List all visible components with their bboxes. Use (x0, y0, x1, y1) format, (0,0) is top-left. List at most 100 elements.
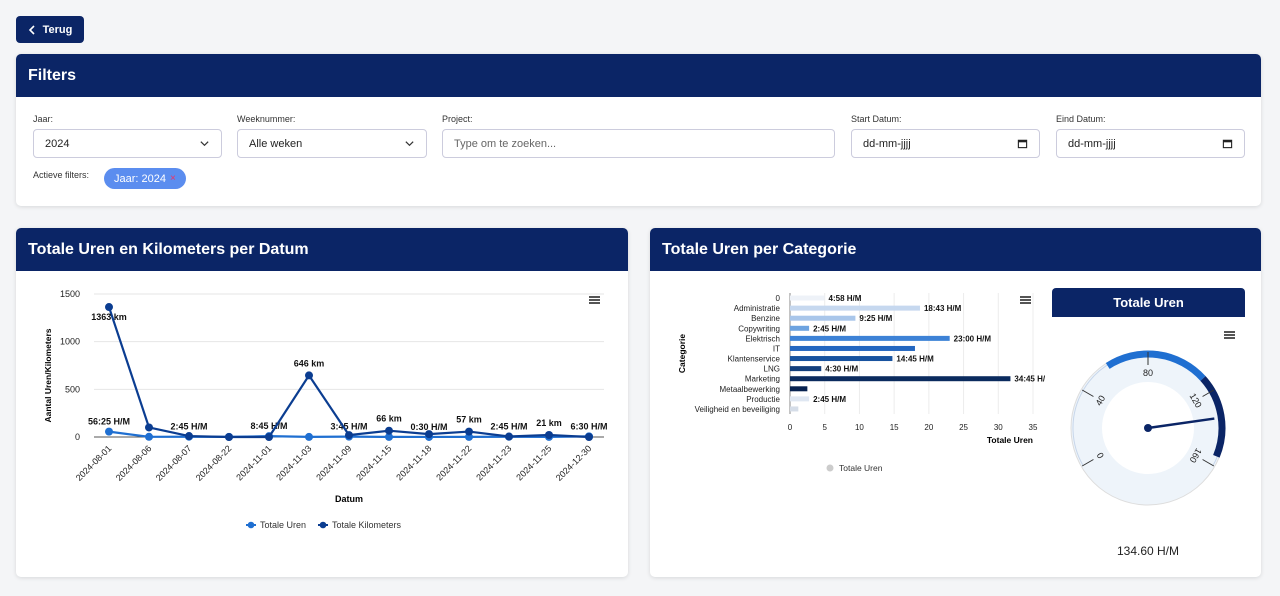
x-tick-label: 25 (959, 423, 968, 432)
chip-remove-icon[interactable]: × (169, 173, 176, 184)
data-point (145, 423, 153, 432)
year-select[interactable]: 2024 (33, 129, 222, 158)
calendar-icon[interactable] (1017, 138, 1028, 149)
x-tick-label: 2024-08-06 (114, 443, 154, 483)
gauge-tick (1081, 389, 1094, 397)
y-tick-label: Productie (746, 395, 780, 404)
legend-label: Totale Uren (839, 463, 883, 473)
x-tick-label: 2024-11-18 (394, 443, 433, 482)
project-search-input[interactable]: Type om te zoeken... (442, 129, 835, 158)
gauge-menu-icon[interactable] (1224, 331, 1235, 339)
y-tick-label: Klantenservice (728, 355, 781, 364)
end-date-input[interactable]: dd-mm-jjjj (1056, 129, 1245, 158)
week-value: Alle weken (249, 137, 303, 150)
filters-title: Filters (16, 54, 1261, 97)
chevron-left-icon (28, 24, 35, 35)
bar-chart: 0 5 10 15 20 25 30 35 0 4:58 H/M Administratie 18:4… (677, 293, 1045, 473)
bar (790, 406, 799, 412)
x-tick-label: 2024-11-22 (434, 443, 473, 482)
x-tick-label: 5 (822, 423, 827, 432)
data-point (105, 427, 113, 436)
bar (790, 386, 808, 392)
legend-marker (319, 521, 327, 529)
end-date-value: dd-mm-jjjj (1068, 137, 1116, 150)
data-label: 2:45 H/M (813, 395, 846, 404)
x-axis-title: Datum (335, 494, 363, 504)
x-tick-label: 2024-11-15 (354, 443, 393, 482)
gauge-tick-label: 80 (1143, 368, 1153, 378)
chevron-down-icon (405, 141, 414, 147)
bar (790, 366, 822, 372)
data-label: 2:45 H/M (813, 324, 846, 333)
data-label: 646 km (294, 358, 325, 368)
x-axis-title: Totale Uren (987, 435, 1033, 445)
y-tick-label: Benzine (751, 314, 780, 323)
gauge-needle (1147, 417, 1215, 430)
y-tick-label: IT (773, 344, 780, 353)
series-line (107, 306, 590, 439)
data-point (105, 303, 113, 312)
gauge-tick (1081, 459, 1094, 467)
bar (790, 356, 893, 362)
y-tick-label: Administratie (734, 304, 781, 313)
data-point (385, 432, 393, 441)
chip-label: Jaar: 2024 (114, 172, 166, 185)
chart1-menu-icon[interactable] (589, 296, 600, 304)
data-label: 57 km (456, 415, 482, 425)
legend-marker (247, 521, 255, 529)
active-filters-label: Actieve filters: (33, 170, 90, 180)
x-tick-label: 2024-11-25 (514, 443, 553, 482)
x-tick-label: 2024-12-30 (554, 443, 594, 483)
bar (790, 335, 950, 341)
active-filter-chip[interactable]: Jaar: 2024 × (104, 168, 186, 189)
data-label: 23:00 H/M (954, 334, 992, 343)
x-tick-label: 2024-08-01 (74, 443, 114, 483)
year-label: Jaar: (33, 114, 54, 124)
gauge-tick (1202, 389, 1215, 397)
x-tick-label: 2024-11-01 (234, 443, 273, 482)
bar (790, 305, 920, 311)
data-label: 34:45 H/M (1014, 375, 1045, 384)
back-label: Terug (42, 23, 73, 36)
gauge-band (1200, 376, 1226, 458)
chart2-menu-icon[interactable] (1020, 296, 1031, 304)
data-point (385, 426, 393, 435)
x-tick-label: 35 (1029, 423, 1038, 432)
start-date-value: dd-mm-jjjj (863, 137, 911, 150)
start-date-input[interactable]: dd-mm-jjjj (851, 129, 1040, 158)
calendar-icon[interactable] (1222, 138, 1233, 149)
x-tick-label: 2024-11-03 (274, 443, 313, 482)
data-point (305, 371, 313, 380)
y-tick-label: 1000 (60, 337, 80, 347)
y-tick-label: Veiligheid en beveiliging (695, 405, 780, 414)
y-tick-label: Copywriting (738, 324, 780, 333)
year-value: 2024 (45, 137, 70, 150)
x-tick-label: 0 (788, 423, 793, 432)
x-tick-label: 2024-11-09 (314, 443, 353, 482)
y-tick-label: 0 (776, 294, 781, 303)
gauge-band (1105, 350, 1206, 381)
back-button[interactable]: Terug (16, 16, 84, 43)
end-date-label: Eind Datum: (1056, 114, 1106, 124)
data-point (345, 431, 353, 440)
project-placeholder: Type om te zoeken... (454, 137, 557, 150)
y-tick-label: 500 (65, 384, 80, 394)
hours-km-chart-card: Totale Uren en Kilometers per Datum 0 500… (16, 228, 628, 577)
data-point (265, 433, 273, 441)
bar (790, 345, 915, 351)
filters-panel: Filters Jaar: 2024 Weeknummer: Alle weke… (16, 54, 1261, 206)
x-tick-label: 30 (994, 423, 1003, 432)
data-point (465, 427, 473, 436)
week-select[interactable]: Alle weken (237, 129, 427, 158)
gauge-tick (1202, 459, 1215, 467)
y-axis-title: Aantal Uren/Kilometers (43, 328, 53, 422)
chart1-title: Totale Uren en Kilometers per Datum (16, 228, 628, 271)
bar (790, 376, 1011, 382)
gauge-tick-label: 0 (1095, 451, 1106, 460)
start-date-label: Start Datum: (851, 114, 902, 124)
data-point (585, 433, 593, 441)
data-label: 66 km (376, 414, 402, 424)
data-point (225, 433, 233, 441)
data-label: 14:45 H/M (896, 355, 934, 364)
